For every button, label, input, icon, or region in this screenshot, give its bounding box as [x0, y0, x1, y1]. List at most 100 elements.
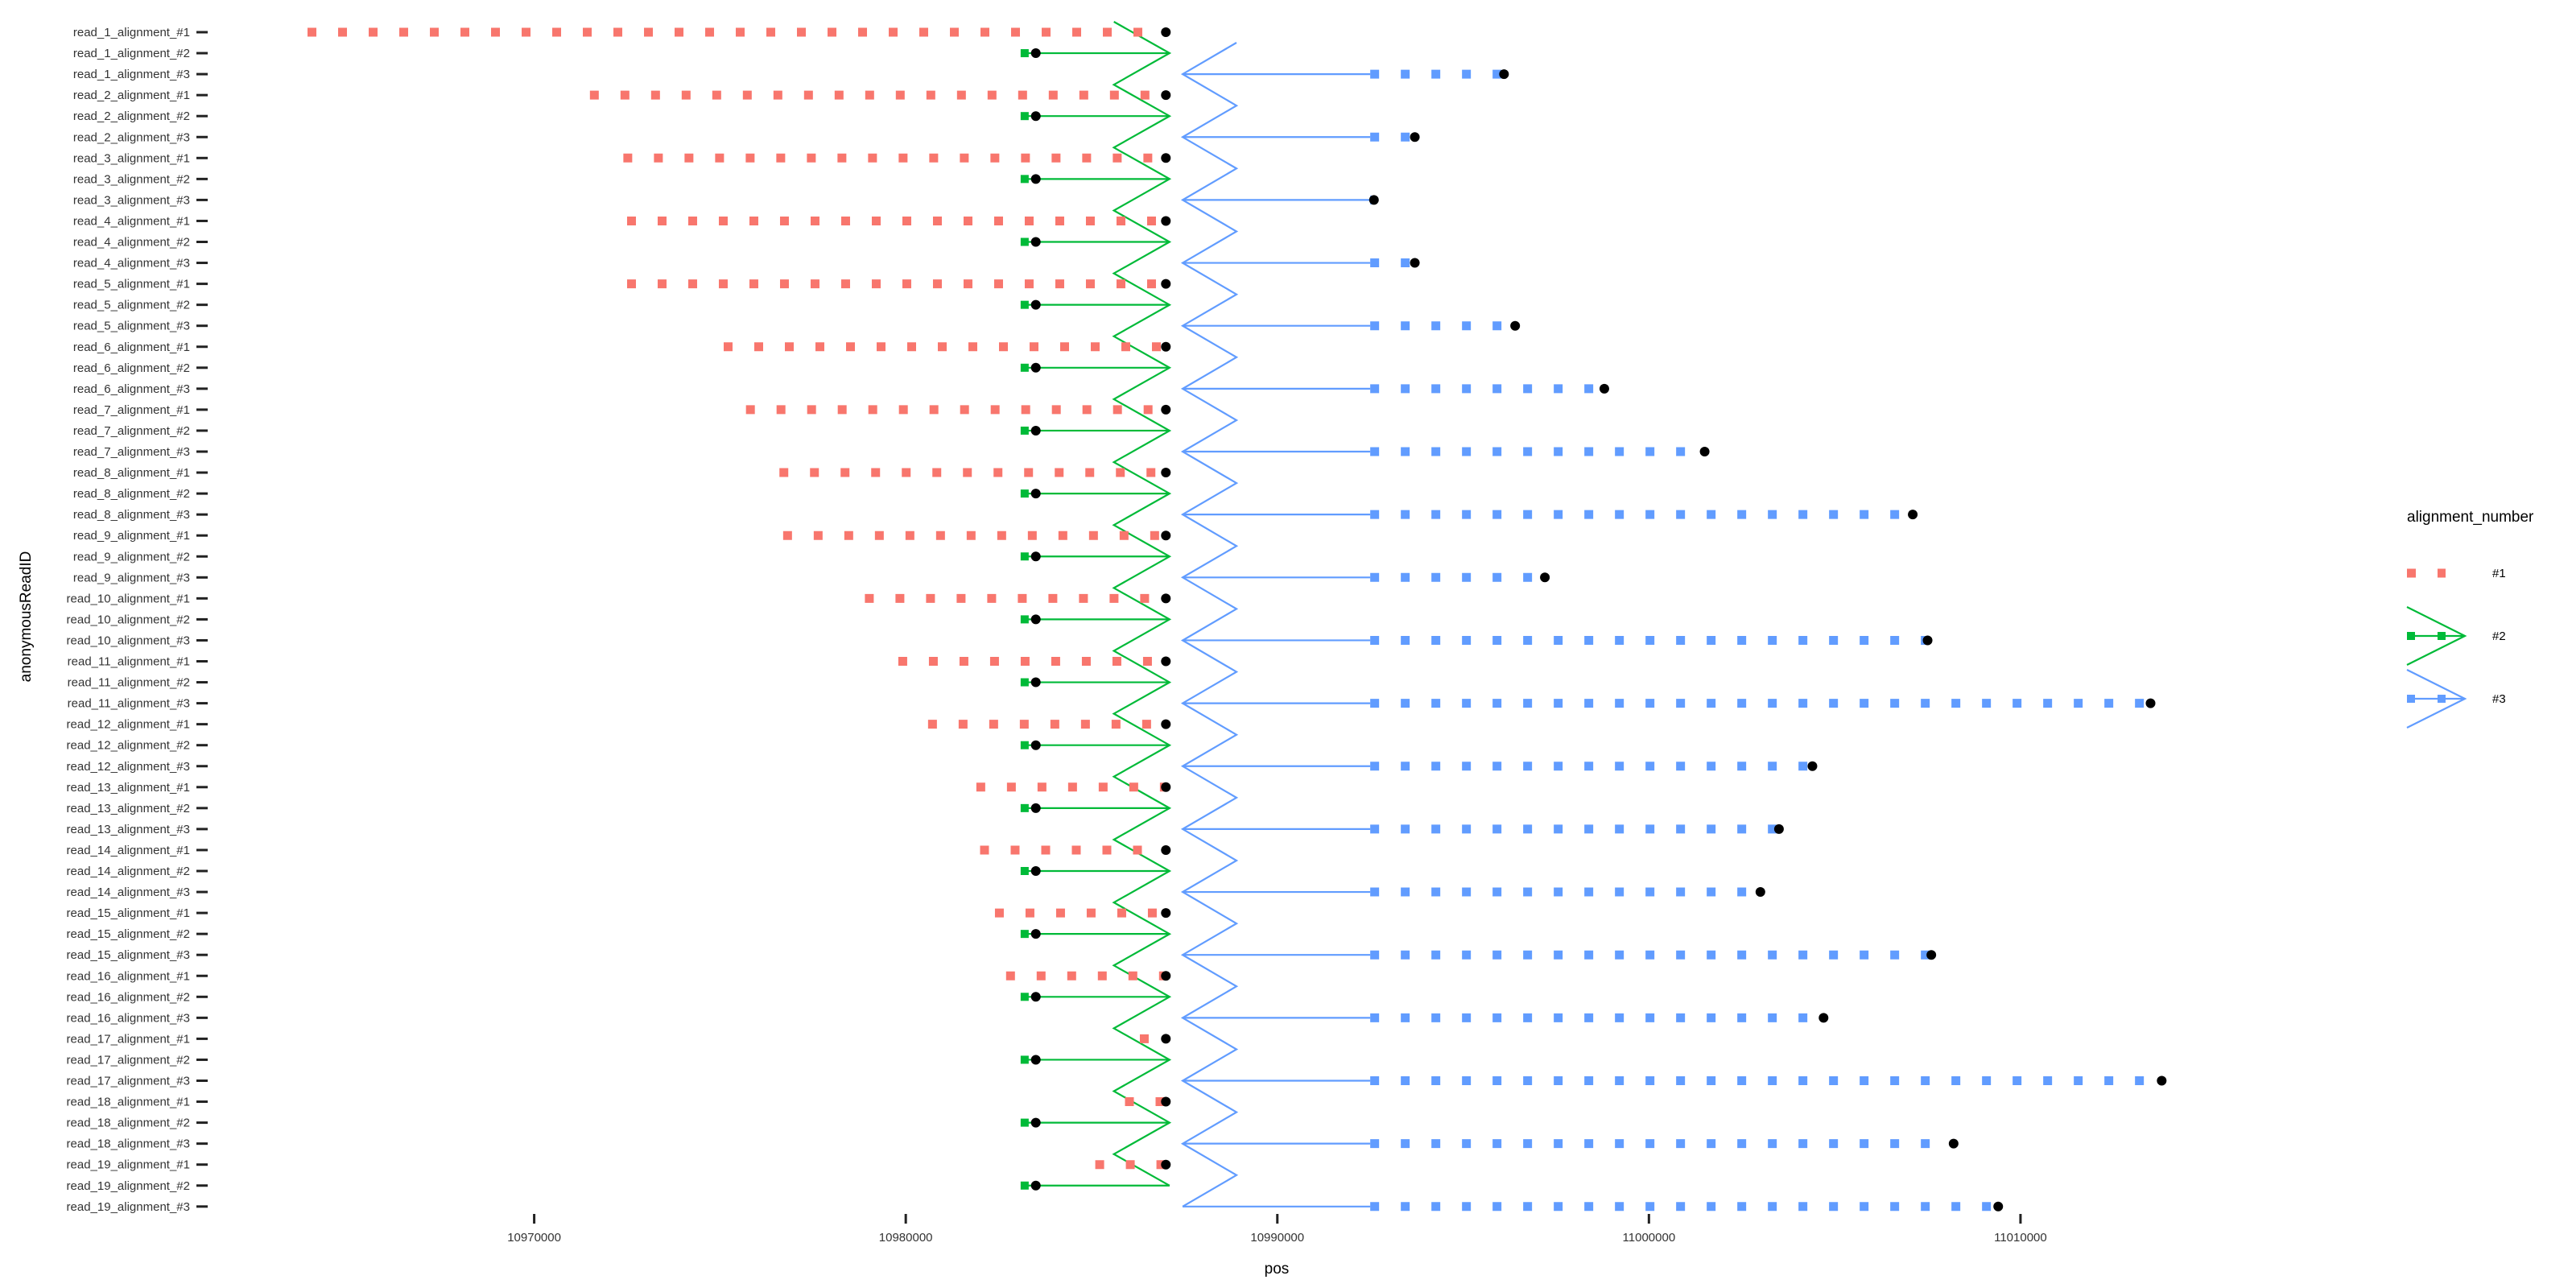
x-tick-label: 11010000: [1994, 1231, 2047, 1245]
segment-endpoint: [1030, 362, 1041, 373]
y-tick-label: read_4_alignment_#1: [73, 214, 190, 228]
y-tick-label: read_11_alignment_#1: [68, 655, 190, 669]
segment-endpoint: [2157, 1075, 2167, 1086]
legend-title: alignment_number: [2407, 509, 2534, 526]
y-tick-label: read_13_alignment_#3: [67, 823, 190, 836]
y-tick-label: read_6_alignment_#3: [73, 382, 190, 396]
segment-start-marker-2: [1020, 300, 1029, 309]
legend-key-3: #3: [2406, 669, 2506, 729]
y-tick-label: read_1_alignment_#2: [73, 47, 190, 60]
x-tick-label: 10970000: [507, 1231, 561, 1245]
y-tick-label: read_1_alignment_#3: [73, 68, 190, 81]
segment-endpoint: [1161, 656, 1171, 667]
segment-endpoint: [1030, 237, 1041, 247]
segment-endpoint: [1161, 719, 1171, 729]
y-tick-label: read_4_alignment_#2: [73, 236, 190, 250]
segment-endpoint: [1030, 489, 1041, 499]
segment-endpoint: [1030, 1055, 1041, 1065]
segment-endpoint: [1030, 299, 1041, 310]
segment-endpoint: [2145, 698, 2156, 708]
y-tick-label: read_17_alignment_#3: [67, 1075, 190, 1088]
y-tick-label: read_9_alignment_#1: [73, 529, 190, 543]
segment-endpoint: [1161, 153, 1171, 163]
segment-start-marker-2: [1020, 930, 1029, 939]
segment-endpoint: [1161, 468, 1171, 478]
legend-label-2: #2: [2492, 630, 2506, 643]
segment-endpoint: [1030, 174, 1041, 184]
segment-endpoint: [1030, 803, 1041, 813]
y-tick-label: read_15_alignment_#2: [67, 927, 190, 941]
segment-start-marker-2: [1020, 49, 1029, 58]
segment-endpoint: [1161, 530, 1171, 541]
segment-endpoint: [1030, 740, 1041, 750]
segment-endpoint: [1926, 950, 1937, 960]
y-tick-label: read_16_alignment_#1: [67, 969, 190, 983]
y-tick-label: read_18_alignment_#1: [67, 1096, 190, 1109]
segment-start-marker-2: [1020, 803, 1029, 812]
y-tick-label: read_8_alignment_#3: [73, 508, 190, 522]
y-tick-label: read_5_alignment_#1: [73, 278, 190, 291]
segment-start-marker-2: [1020, 741, 1029, 749]
y-tick-label: read_2_alignment_#3: [73, 130, 190, 144]
segment-endpoint: [1030, 425, 1041, 436]
segment-endpoint: [1161, 971, 1171, 981]
segment-endpoint: [1818, 1013, 1829, 1023]
y-tick-label: read_8_alignment_#2: [73, 487, 190, 501]
y-tick-label: read_11_alignment_#3: [68, 697, 190, 711]
segment-endpoint: [1030, 929, 1041, 939]
y-tick-label: read_15_alignment_#3: [67, 948, 190, 962]
y-tick-label: read_3_alignment_#3: [73, 193, 190, 207]
segment-endpoint: [1030, 614, 1041, 625]
segment-start-marker-2: [1020, 426, 1029, 435]
y-tick-label: read_17_alignment_#2: [67, 1053, 190, 1067]
y-tick-label: read_13_alignment_#2: [67, 802, 190, 815]
y-tick-label: read_10_alignment_#2: [67, 613, 190, 626]
y-tick-label: read_6_alignment_#2: [73, 361, 190, 375]
segment-start-marker-2: [1020, 237, 1029, 246]
y-tick-label: read_15_alignment_#1: [67, 906, 190, 920]
y-tick-label: read_18_alignment_#2: [67, 1117, 190, 1130]
segment-endpoint: [1161, 593, 1171, 604]
segment-endpoint: [1599, 383, 1609, 394]
legend-marker-3: [2407, 695, 2415, 703]
segment-start-marker-2: [1020, 175, 1029, 184]
legend-label-1: #1: [2492, 567, 2506, 580]
segment-endpoint: [1993, 1201, 2004, 1212]
x-axis: 10970000 10980000 10990000 11000000 11010000: [507, 1214, 2047, 1245]
segment-endpoint: [1807, 761, 1818, 771]
segment-endpoint: [1773, 824, 1784, 834]
segment-start-marker-2: [1020, 1118, 1029, 1127]
y-tick-label: read_17_alignment_#1: [67, 1032, 190, 1046]
y-tick-label: read_10_alignment_#3: [67, 634, 190, 647]
x-tick-label: 11000000: [1623, 1231, 1676, 1245]
segment-endpoint: [1922, 635, 1933, 646]
y-axis-title: anonymousReadID: [18, 551, 35, 683]
y-tick-label: read_18_alignment_#3: [67, 1137, 190, 1151]
y-tick-label: read_8_alignment_#1: [73, 466, 190, 480]
segment-endpoint: [1161, 216, 1171, 226]
y-tick-label: read_9_alignment_#3: [73, 571, 190, 584]
segment-endpoint: [1908, 510, 1918, 520]
y-tick-label: read_5_alignment_#2: [73, 299, 190, 312]
y-tick-label: read_2_alignment_#2: [73, 109, 190, 123]
segment-endpoint: [1030, 1180, 1041, 1191]
y-tick-label: read_12_alignment_#3: [67, 760, 190, 774]
y-tick-label: read_2_alignment_#1: [73, 89, 190, 102]
y-tick-label: read_10_alignment_#1: [67, 592, 190, 605]
segment-endpoint: [1161, 404, 1171, 415]
segment-endpoint: [1540, 572, 1550, 583]
y-tick-label: read_16_alignment_#2: [67, 990, 190, 1004]
y-tick-label: read_14_alignment_#1: [67, 844, 190, 857]
y-tick-label: read_19_alignment_#3: [67, 1200, 190, 1214]
y-tick-label: read_6_alignment_#1: [73, 341, 190, 354]
legend: alignment_number #1 #2 #3: [2406, 509, 2534, 729]
y-tick-label: read_19_alignment_#1: [67, 1158, 190, 1172]
segment-start-marker-2: [1020, 363, 1029, 372]
y-tick-label: read_4_alignment_#3: [73, 257, 190, 270]
y-tick-label: read_11_alignment_#2: [68, 676, 190, 690]
y-tick-label: read_16_alignment_#3: [67, 1011, 190, 1025]
segment-start-marker-2: [1020, 615, 1029, 624]
y-tick-label: read_12_alignment_#1: [67, 718, 190, 732]
y-tick-label: read_7_alignment_#2: [73, 424, 190, 438]
